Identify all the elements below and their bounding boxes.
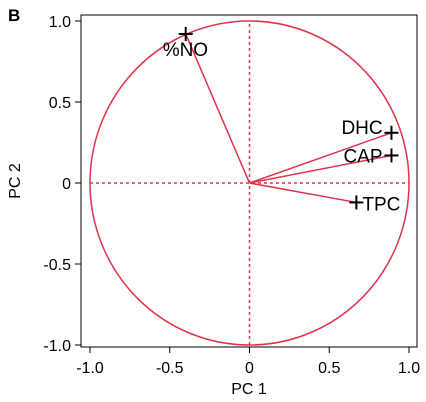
y-tick-label: 0 — [62, 176, 71, 193]
y-tick-label: -0.5 — [43, 257, 71, 274]
point-label-dhc: DHC — [341, 118, 382, 139]
loading-vector-cap — [249, 154, 392, 184]
y-tick-label: 1.0 — [49, 14, 71, 31]
point-label-no: %NO — [163, 40, 208, 61]
point-label-tpc: TPC — [362, 194, 400, 215]
y-axis-title: PC 2 — [7, 163, 24, 199]
loading-vector-dhc — [249, 132, 392, 184]
point-marker-tpc — [349, 195, 364, 210]
panel-letter: B — [8, 6, 21, 25]
y-tick-label: 0.5 — [49, 95, 71, 112]
unit-circle — [89, 20, 410, 346]
point-marker-no — [178, 26, 193, 41]
y-tick-label: -1.0 — [43, 338, 71, 355]
x-tick-label: -0.5 — [156, 360, 184, 377]
loading-vector-tpc — [249, 182, 357, 204]
point-marker-dhc — [384, 125, 399, 140]
point-marker-cap — [384, 148, 399, 163]
x-tick-label: 0 — [245, 360, 254, 377]
x-tick-label: 0.5 — [318, 360, 340, 377]
x-axis-title: PC 1 — [231, 381, 267, 398]
point-label-cap: CAP — [343, 146, 382, 167]
loading-vector-no — [185, 33, 251, 184]
x-tick-label: -1.0 — [76, 360, 104, 377]
x-tick-label: 1.0 — [398, 360, 420, 377]
